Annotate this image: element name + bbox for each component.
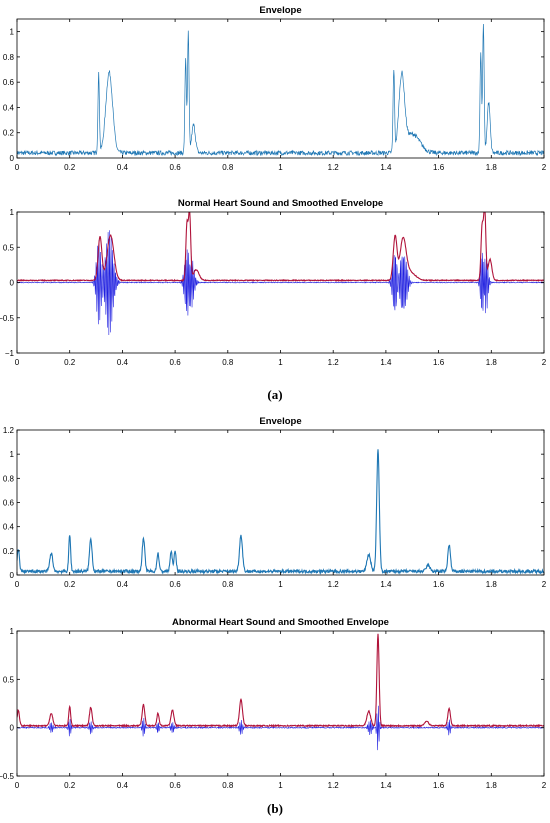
- chart-2: Normal Heart Sound and Smoothed Envelope…: [0, 198, 547, 367]
- x-tick-label: 0.2: [64, 781, 76, 790]
- x-tick-label: 2: [542, 781, 547, 790]
- x-tick-label: 0.6: [170, 163, 182, 172]
- x-tick-label: 2: [542, 580, 547, 589]
- x-tick-label: 1: [278, 358, 283, 367]
- x-tick-label: 0.4: [117, 580, 129, 589]
- x-tick-label: 1.8: [486, 781, 498, 790]
- y-tick-label: 0: [10, 724, 15, 733]
- y-tick-label: 1: [10, 627, 15, 636]
- x-tick-label: 0.4: [117, 163, 129, 172]
- chart-title: Envelope: [259, 416, 301, 427]
- x-tick-label: 0.2: [64, 580, 76, 589]
- x-tick-label: 1.2: [328, 163, 340, 172]
- x-tick-label: 1.8: [486, 163, 498, 172]
- y-tick-label: 0: [10, 571, 15, 580]
- x-tick-label: 0.2: [64, 163, 76, 172]
- chart-1: Envelope 0 0.2 0.4 0.6 0.8 1 1.2 1.4 1.6 1.8 2 0 0.2 0…: [3, 5, 547, 172]
- x-tick-label: 1.4: [380, 781, 392, 790]
- x-tick-label: 1.6: [433, 358, 445, 367]
- y-tick-label: 1: [10, 208, 15, 217]
- series-line-2: [17, 212, 544, 283]
- x-tick-label: 0.6: [170, 358, 182, 367]
- y-tick-label: 1: [10, 450, 15, 459]
- x-tick-label: 1.4: [380, 580, 392, 589]
- y-tick-label: 0.2: [3, 547, 15, 556]
- series-line-1: [17, 23, 544, 157]
- y-tick-label: 0.5: [3, 243, 15, 252]
- y-tick-label: −1: [5, 349, 15, 358]
- x-tick-label: 2: [542, 163, 547, 172]
- x-tick-label: 0.4: [117, 781, 129, 790]
- x-tick-label: 1.2: [328, 781, 340, 790]
- chart-title: Abnormal Heart Sound and Smoothed Envelo…: [172, 617, 389, 628]
- series-line-1: [17, 705, 544, 751]
- x-tick-label: 1.6: [433, 163, 445, 172]
- series-line-2: [17, 633, 544, 728]
- y-tick-label: 0.8: [3, 53, 15, 62]
- y-tick-label: 0.5: [3, 675, 15, 684]
- chart-title: Envelope: [259, 5, 301, 16]
- plot-frame: [16, 429, 545, 576]
- y-tick-label: 0.6: [3, 499, 15, 508]
- y-tick-label: 0.4: [3, 523, 15, 532]
- chart-4: Abnormal Heart Sound and Smoothed Envelo…: [0, 617, 547, 790]
- x-tick-label: 0: [15, 781, 20, 790]
- y-tick-label: 0.2: [3, 129, 15, 138]
- series-line-1: [17, 230, 544, 335]
- x-tick-label: 0: [15, 358, 20, 367]
- y-tick-label: 0.4: [3, 103, 15, 112]
- y-tick-label: −0.5: [0, 314, 15, 323]
- x-tick-label: 0.8: [222, 781, 234, 790]
- panel-label-a: (a): [267, 387, 283, 402]
- x-tick-label: 1: [278, 580, 283, 589]
- x-tick-label: 1.8: [486, 358, 498, 367]
- x-tick-label: 1.4: [380, 163, 392, 172]
- x-tick-label: 0.8: [222, 163, 234, 172]
- x-tick-label: 1.2: [328, 580, 340, 589]
- x-tick-label: 1.2: [328, 358, 340, 367]
- x-tick-label: 0.2: [64, 358, 76, 367]
- y-tick-label: −0.5: [0, 772, 15, 781]
- x-tick-label: 0: [15, 163, 20, 172]
- panel-label-b: (b): [267, 801, 283, 816]
- chart-title: Normal Heart Sound and Smoothed Envelope: [178, 198, 383, 209]
- x-tick-label: 1: [278, 781, 283, 790]
- y-tick-label: 1: [10, 28, 15, 37]
- x-tick-label: 0.6: [170, 781, 182, 790]
- chart-3: Envelope 0 0.2 0.4 0.6 0.8 1 1.2 1.4 1.6 1.8 2 0 0.2 0…: [3, 416, 547, 589]
- series-line-1: [17, 449, 544, 575]
- x-tick-label: 1.4: [380, 358, 392, 367]
- x-tick-label: 1.8: [486, 580, 498, 589]
- y-tick-label: 0: [10, 279, 15, 288]
- plot-frame: [16, 630, 545, 777]
- x-tick-label: 1.6: [433, 781, 445, 790]
- y-tick-label: 0.6: [3, 78, 15, 87]
- y-tick-label: 0.8: [3, 474, 15, 483]
- y-tick-label: 1.2: [3, 426, 15, 435]
- x-tick-label: 0.8: [222, 358, 234, 367]
- plot-frame: [16, 18, 545, 159]
- x-tick-label: 0.4: [117, 358, 129, 367]
- x-tick-label: 0: [15, 580, 20, 589]
- x-tick-label: 1.6: [433, 580, 445, 589]
- x-tick-label: 1: [278, 163, 283, 172]
- x-tick-label: 0.6: [170, 580, 182, 589]
- x-tick-label: 2: [542, 358, 547, 367]
- x-tick-label: 0.8: [222, 580, 234, 589]
- y-tick-label: 0: [10, 154, 15, 163]
